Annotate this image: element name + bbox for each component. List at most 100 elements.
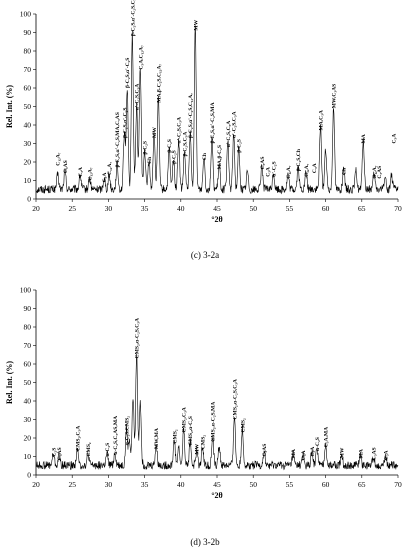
chart-c-y-tick-label: 0 [27,195,31,204]
chart-c-peak-label: MW [152,127,158,138]
chart-c-peak-label: C₃AS [377,166,383,179]
chart-c-y-tick-label: 90 [24,28,32,37]
chart-c-peak-label: MA,C₃A [319,110,325,130]
chart-c-peak-label: Ch [147,156,153,164]
chart-d-y-tick-label: 40 [24,397,32,406]
chart-d-y-tick-label: 90 [24,304,32,313]
chart-c-x-tick-label: 50 [249,204,257,213]
chart-d-peak-label: MA [358,449,364,458]
chart-c-y-tick-label: 70 [24,65,32,74]
chart-c-peak-label: β-C₂S,C₃A [182,132,188,157]
chart-d-peak-label: MW,MA [154,428,160,449]
chart-c-y-tick-label: 50 [24,102,32,111]
chart-c-peak-label: Ch [342,167,348,175]
chart-d-peak-label: C₃A [310,447,316,457]
chart-d-peak-label: C₃A [384,450,390,460]
chart-c-caption: (c) 3-2a [191,250,219,260]
chart-c-y-label: Rel. Int. (%) [5,85,14,128]
chart-d-peak-label: CMS₂,α-C₂S,C₃A [135,318,141,358]
chart-d-x-tick-label: 40 [177,480,185,489]
chart-c-x-tick-label: 25 [68,204,76,213]
chart-c-peak-label: β-C₂S,α'-C₂S,C₁₂A₇ [188,93,194,138]
chart-d-peak-label: C₃AS [57,447,63,460]
chart-d-peak-label: CMS₂,C₃A [75,426,81,451]
chart-c-peak-label: β-C₂S,α'-C₂S,MA,C₃AS [115,112,121,167]
chart-c-peak-label: C₃A,C₁₂A₇ [138,45,144,70]
chart-c-peak-label: MA,β-C₂S,C₁₂A₇ [156,64,162,103]
chart-c-x-tick-label: 35 [141,204,149,213]
chart-c-peak-label: C₃AS [260,157,266,170]
chart-d-x-tick-label: 50 [249,480,257,489]
chart-d-y-tick-label: 50 [24,378,32,387]
chart-c-peak-label: Ch [202,152,208,160]
chart-d-x-tick-label: 25 [68,480,76,489]
chart-d-x-tick-label: 45 [213,480,221,489]
chart-d-y-tick-label: 20 [24,434,32,443]
chart-c-x-tick-label: 40 [177,204,185,213]
chart-d-x-tick-label: 35 [141,480,149,489]
chart-d-peak-label: C₂S [51,448,57,457]
chart-d-y-tick-label: 30 [24,415,32,424]
chart-d-peak-label: CMS₂ [201,435,207,449]
chart-d-x-tick-label: 65 [358,480,366,489]
chart-c-y-tick-label: 20 [24,158,32,167]
chart-d-peak-label: CMS₂,α-C₂S,C₃A [232,379,238,419]
chart-d-peak-label: α-C₂S [105,443,111,457]
chart-c-peak-label: β-C₂S,α'-C₂S,C₃A [130,0,136,36]
chart-c-peak-label: β-C₂S [143,141,149,155]
chart-c-peak-label: C₃A [78,167,84,177]
chart-d-x-tick-label: 70 [394,480,402,489]
chart-d-x-tick-label: 60 [322,480,330,489]
chart-d-peak-label: C₃A,MA [324,427,330,447]
chart-c-peak-label: MA [361,134,367,143]
chart-c-peak-label: α'-C₂S,C₃A [232,111,238,138]
chart-c-peak-label: MA,β-C₂S [217,145,223,169]
chart-c-peak-label: α'-C₂S,C₃A [177,117,183,144]
chart-d-y-tick-label: 100 [20,286,32,295]
chart-d-y-label: Rel. Int. (%) [5,361,14,404]
chart-c-peak-label: β-C₂S,α'-C₂S [122,108,128,138]
chart-d-peak-label: C₃AS [371,447,377,460]
chart-d-peak-label: CMS₂ [86,442,92,456]
chart-d-y-tick-label: 80 [24,323,32,332]
chart-c-peak-label: C₃AS [63,160,69,173]
chart-c-peak-label: MW,C₃AS [332,84,338,109]
chart-c-x-tick-label: 70 [394,204,402,213]
chart-d-peak-label: CMS₂ [240,418,246,432]
chart-d-peak-label: α-C₂S [315,437,321,451]
chart-c-peak-label: C₃A [266,167,272,177]
chart-c-x-tick-label: 30 [105,204,113,213]
chart-c-y-tick-label: 60 [24,84,32,93]
chart-d-peak-label: CMS₂ [172,429,178,443]
chart-d-x-label: °2θ [211,491,222,500]
chart-c-y-tick-label: 40 [24,121,32,130]
chart-c-peak-label: α'-C₂S,C₃A [135,84,141,111]
chart-c-x-tick-label: 45 [213,204,221,213]
chart-c-peak-label: β-C₂S [237,139,243,153]
chart-d-peak-label: CMS₂,α-C₂S [188,416,194,445]
chart-d-peak-label: MW [195,443,201,454]
chart-c-peak-label: C₁₂A₇ [286,165,292,178]
chart-c-peak-label: C₁₂A₇ [56,152,62,165]
chart-d-caption: (d) 3-2b [190,537,220,547]
chart-c-y-tick-label: 10 [24,176,32,185]
chart-d-x-tick-label: 55 [286,480,294,489]
chart-d-peak-label: MA [291,449,297,458]
chart-c-peak-label: β-C₂S [167,139,173,153]
chart-c-peak-label: α'-C₂S [271,161,277,176]
chart-c-peak-label: C₃A [312,163,318,173]
chart-c-x-tick-label: 20 [32,204,40,213]
chart-c-peak-label: C₃A [102,173,108,183]
chart-d-y-tick-label: 0 [27,471,31,480]
chart-c-peak-label: β-C₂S [172,150,178,164]
chart-d-x-tick-label: 30 [105,480,113,489]
chart-d-peak-label: CMS₂,α-C₂S,MA [211,402,217,442]
chart-d-peak-label: α-C₂S,C₃AS,MA [113,416,119,455]
chart-c-peak-label: α'-C₂S,C₃A [226,121,232,148]
chart-d-trace [35,353,399,471]
chart-c-x-tick-label: 55 [286,204,294,213]
chart-c-peak-label: C₁₂A₇ [304,163,310,176]
chart-c-peak-label: MW [193,19,199,30]
chart-d-peak-label: C₃A [301,450,307,460]
